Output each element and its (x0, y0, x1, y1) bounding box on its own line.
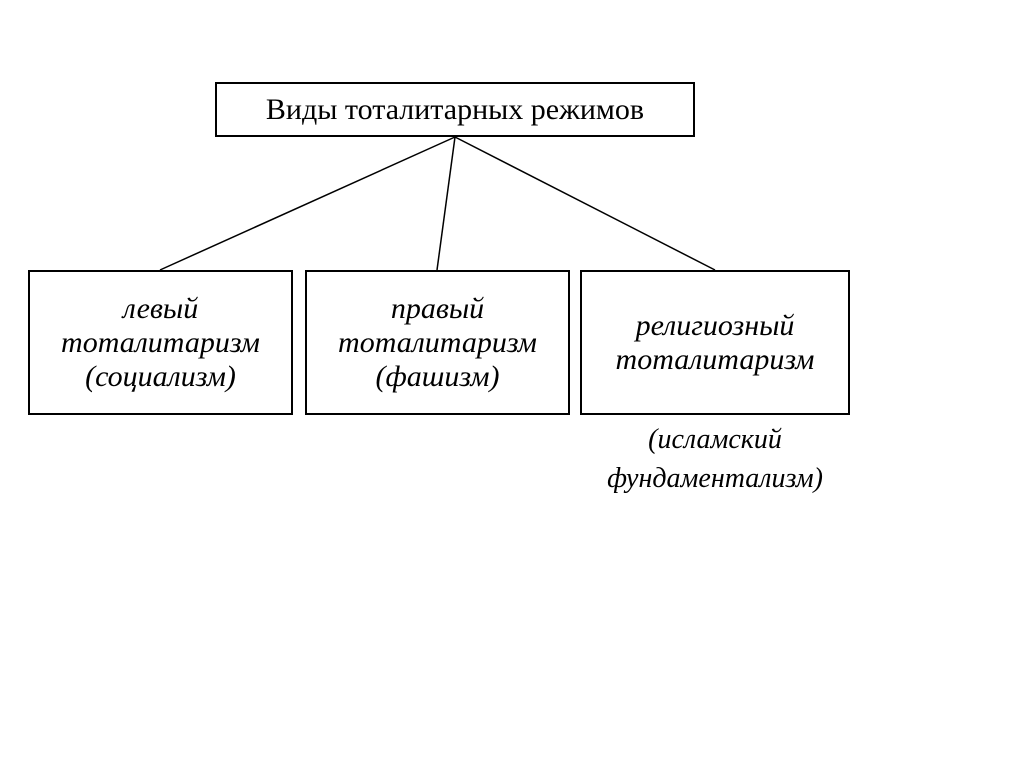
child-node-right: религиозный тоталитаризм (580, 270, 850, 415)
child-right-extra-line2: фундаментализм) (607, 463, 823, 494)
edge-2 (437, 137, 455, 270)
root-node: Виды тоталитарных режимов (215, 82, 695, 137)
child-left-line1: левый (123, 292, 198, 326)
child-center-line3: (фашизм) (375, 360, 499, 394)
child-right-line1: религиозный (636, 309, 795, 343)
edge-1 (160, 137, 455, 270)
root-label: Виды тоталитарных режимов (266, 93, 644, 127)
child-right-extra: (исламский фундаментализм) (580, 420, 850, 498)
diagram-container: Виды тоталитарных режимов левый тоталита… (0, 0, 1024, 767)
child-left-line3: (социализм) (85, 360, 236, 394)
child-node-center: правый тоталитаризм (фашизм) (305, 270, 570, 415)
child-node-left: левый тоталитаризм (социализм) (28, 270, 293, 415)
edge-3 (455, 137, 715, 270)
child-center-line1: правый (391, 292, 484, 326)
child-center-line2: тоталитаризм (338, 326, 537, 360)
child-left-line2: тоталитаризм (61, 326, 260, 360)
child-right-extra-line1: (исламский (648, 424, 782, 455)
child-right-line2: тоталитаризм (616, 343, 815, 377)
